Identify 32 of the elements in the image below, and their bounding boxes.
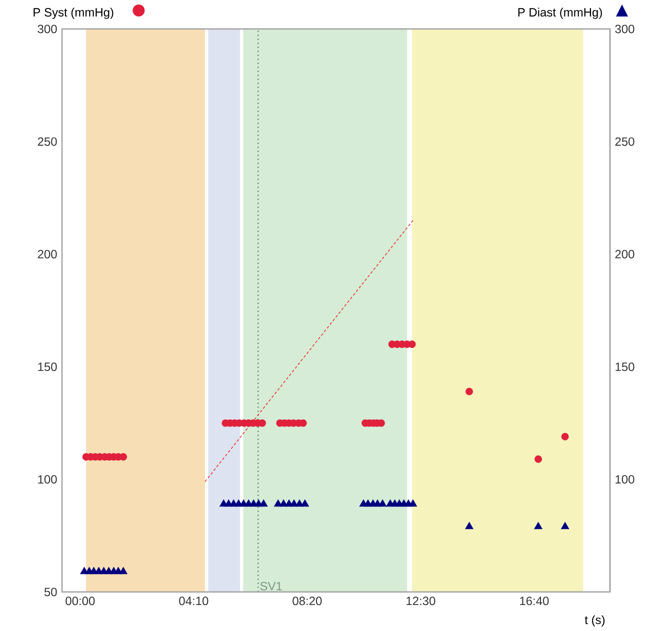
- y-tick-label: 250: [38, 137, 57, 146]
- point: [378, 499, 387, 507]
- point: [465, 522, 474, 530]
- point: [119, 567, 128, 574]
- y-axis-title: P Syst (mmHg): [34, 8, 114, 19]
- x-tick-label: 04:10: [179, 596, 208, 606]
- x-tick-label: 12:30: [406, 596, 436, 606]
- point: [408, 499, 418, 507]
- point: [466, 388, 473, 396]
- point: [534, 455, 542, 463]
- y2-tick-label: 200: [615, 250, 634, 258]
- y-tick-label: 200: [38, 250, 57, 258]
- point: [120, 453, 128, 461]
- ref-line-label: SV1: [260, 582, 282, 590]
- x-axis-title: t (s): [584, 615, 605, 627]
- y-tick-label: 300: [38, 24, 57, 34]
- y-tick-label: 50: [44, 588, 57, 596]
- y-tick-label: 100: [38, 475, 57, 484]
- x-tick-label: 16:40: [520, 596, 549, 606]
- y2-tick-label: 300: [615, 24, 634, 34]
- y-tick-label: 150: [38, 362, 57, 372]
- y2-tick-label: 100: [616, 475, 634, 484]
- point: [560, 522, 570, 530]
- x-tick-label: 08:20: [292, 596, 322, 606]
- point: [300, 499, 309, 507]
- point: [534, 522, 542, 530]
- point: [260, 499, 268, 507]
- point: [561, 432, 569, 440]
- y2-axis-title: P Diast (mmHg): [518, 8, 602, 19]
- x-tick-label: 00:00: [66, 596, 95, 606]
- y2-tick-label: 150: [616, 362, 634, 372]
- y2-tick-label: 250: [615, 137, 634, 146]
